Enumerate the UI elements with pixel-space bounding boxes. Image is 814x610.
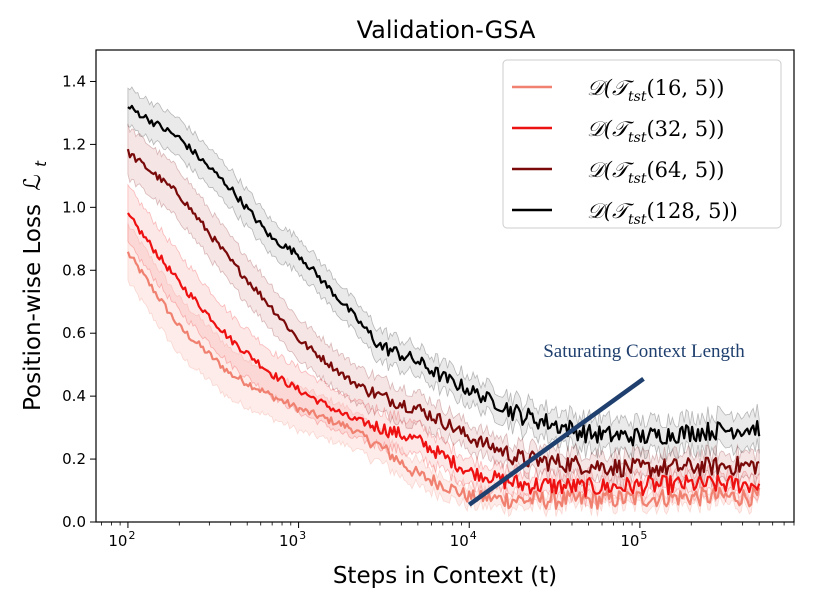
y-tick-label-5: 0.8 xyxy=(62,261,86,279)
y-tick-label-8: 1.4 xyxy=(62,72,86,90)
y-tick-label-6: 1.0 xyxy=(62,198,86,216)
saturation-label: Saturating Context Length xyxy=(543,341,745,362)
saturation-line xyxy=(467,377,645,507)
line-series-1 xyxy=(126,251,761,510)
plot-frame xyxy=(95,49,795,523)
y-tick-label-1: 0.0 xyxy=(62,513,86,531)
y-axis-label: Position-wise Loss ℒ t xyxy=(20,160,50,411)
band-series-3 xyxy=(127,123,760,490)
line-series-3 xyxy=(126,148,760,478)
y-tick-label-2: 0.2 xyxy=(62,450,86,468)
y-tick-label-7: 1.2 xyxy=(62,135,86,153)
x-tick-label-2: 103 xyxy=(279,529,306,550)
legend-label-1: 𝒟(𝒯tst(16, 5)) xyxy=(587,76,725,105)
x-axis: 102 103 104 105 xyxy=(101,522,795,550)
legend-label-4: 𝒟(𝒯tst(128, 5)) xyxy=(587,199,738,228)
chart-title: Validation-GSA xyxy=(357,16,536,44)
y-axis-label-symbol: ℒ xyxy=(20,174,46,191)
y-axis-label-subscript: t xyxy=(32,160,50,167)
y-tick-label-4: 0.6 xyxy=(62,324,86,342)
line-series-4 xyxy=(127,104,761,447)
band-series-2 xyxy=(127,183,760,508)
x-tick-label-1: 102 xyxy=(108,529,135,550)
annotation: Saturating Context Length xyxy=(467,341,745,507)
y-tick-label-3: 0.4 xyxy=(62,387,86,405)
x-axis-label: Steps in Context (t) xyxy=(333,563,557,589)
legend: 𝒟(𝒯tst(16, 5)) 𝒟(𝒯tst(32, 5)) 𝒟(𝒯tst(64, 5… xyxy=(502,59,782,229)
line-series-2 xyxy=(126,212,761,498)
x-tick-label-3: 104 xyxy=(450,529,477,550)
y-axis: 0.0 0.2 0.4 0.6 0.8 1.0 1.2 1.4 xyxy=(62,72,96,531)
legend-label-3: 𝒟(𝒯tst(64, 5)) xyxy=(587,158,725,187)
legend-label-2: 𝒟(𝒯tst(32, 5)) xyxy=(587,117,725,146)
series-lines xyxy=(126,104,761,510)
y-axis-label-text: Position-wise Loss xyxy=(20,204,46,411)
legend-box xyxy=(502,59,782,229)
band-series-4 xyxy=(127,86,760,462)
x-tick-label-4: 105 xyxy=(620,529,647,550)
